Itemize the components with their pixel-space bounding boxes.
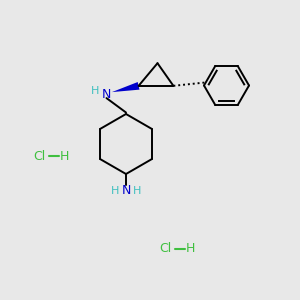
Polygon shape xyxy=(112,82,140,92)
Text: N: N xyxy=(102,88,111,101)
Text: H: H xyxy=(133,185,142,196)
Text: Cl: Cl xyxy=(33,149,45,163)
Text: Cl: Cl xyxy=(159,242,171,256)
Text: H: H xyxy=(91,86,99,96)
Text: N: N xyxy=(121,184,131,197)
Text: H: H xyxy=(110,185,119,196)
Text: H: H xyxy=(60,149,69,163)
Text: H: H xyxy=(186,242,195,256)
